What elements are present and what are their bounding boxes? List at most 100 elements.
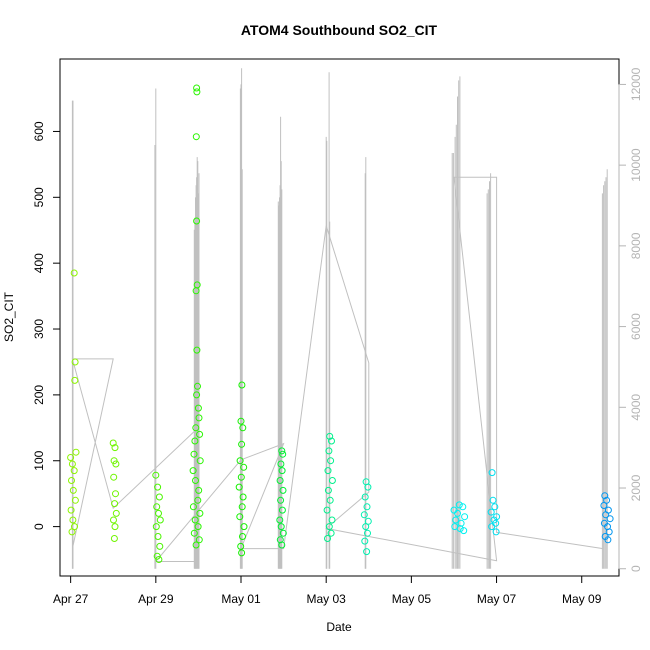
data-point [454,509,461,517]
data-point [189,503,197,511]
data-point [71,496,79,504]
data-point [363,548,371,556]
data-point [192,287,200,295]
y-tick-label: 600 [32,121,46,141]
data-point [360,511,368,519]
data-point [457,519,465,527]
data-point [153,503,161,511]
y2-tick-label: 2000 [629,474,643,501]
data-point [152,523,160,531]
data-point [325,523,333,531]
y-tick-label: 200 [32,385,46,405]
data-point [189,467,197,475]
y2-tick-label: 10000 [629,148,643,182]
data-point [112,509,120,517]
y2-tick-label: 8000 [629,232,643,259]
data-point [68,528,76,536]
x-axis: Apr 27 Apr 29 May 01 May 03 May 05 May 07 May … [53,575,602,606]
data-point [278,506,286,514]
data-point [154,533,162,540]
data-point [279,529,287,537]
data-point [324,535,331,542]
data-point [324,486,332,494]
y-axis-title: SO2_CIT [2,291,16,342]
data-point [363,503,371,511]
data-point [190,529,198,537]
y-tick-label: 400 [32,253,46,273]
data-point [489,496,497,504]
data-point [72,448,80,456]
data-point [192,133,200,141]
data-point [326,496,334,504]
data-point [237,473,245,481]
y-tick-label: 0 [32,523,46,530]
data-point [605,528,613,536]
x-tick-label: May 03 [307,592,347,606]
data-point [110,516,117,524]
data-point [155,556,163,563]
data-point [237,417,245,425]
data-point [455,501,463,509]
data-point [238,549,246,557]
data-point [459,503,467,511]
data-point [195,536,203,544]
y2-tick-label: 12000 [629,67,643,101]
data-point [361,537,369,545]
data-point [328,516,336,524]
data-point [68,460,76,468]
data-point [70,467,78,475]
data-point [461,513,469,521]
data-point [69,516,77,524]
data-point [279,486,287,494]
data-point [111,500,119,508]
secondary-series-layer [71,68,608,569]
data-point [152,471,160,479]
data-point [452,516,460,524]
data-point [328,437,335,445]
data-point [456,525,464,533]
data-point [194,523,202,531]
data-point [191,437,199,445]
data-point [193,391,201,399]
data-point [238,503,246,511]
data-point [194,496,202,504]
y2-tick-label: 4000 [629,394,643,421]
data-point [67,506,75,514]
data-point [239,424,247,432]
data-point [191,516,199,524]
x-tick-label: Apr 27 [53,592,89,606]
data-point [153,552,161,560]
data-point [362,523,370,531]
y-tick-label: 500 [32,187,46,207]
data-point [194,382,201,390]
y-axis: 0 100 200 300 400 500 600 [32,121,61,530]
data-point [239,533,246,540]
data-point [193,84,201,92]
data-point [488,469,496,477]
data-point [196,457,204,465]
data-point [154,483,162,491]
y2-tick-label: 6000 [629,313,643,340]
data-point [327,529,335,537]
data-point [492,528,500,536]
data-point [196,430,204,438]
data-point [278,541,286,549]
data-point [240,523,248,531]
data-point [194,404,202,412]
secondary-track-line [71,176,604,562]
data-point [460,527,468,535]
x-tick-label: May 09 [562,592,602,606]
data-point [110,535,118,542]
data-point [278,447,286,455]
data-point [193,217,201,225]
data-point [327,457,335,465]
data-point [364,483,372,491]
data-point [490,516,498,524]
data-point [71,358,79,366]
data-point [110,473,118,481]
y-tick-label: 100 [32,450,46,470]
data-point [196,509,204,517]
data-point [601,492,609,500]
data-point [600,502,608,509]
data-point [71,376,79,384]
